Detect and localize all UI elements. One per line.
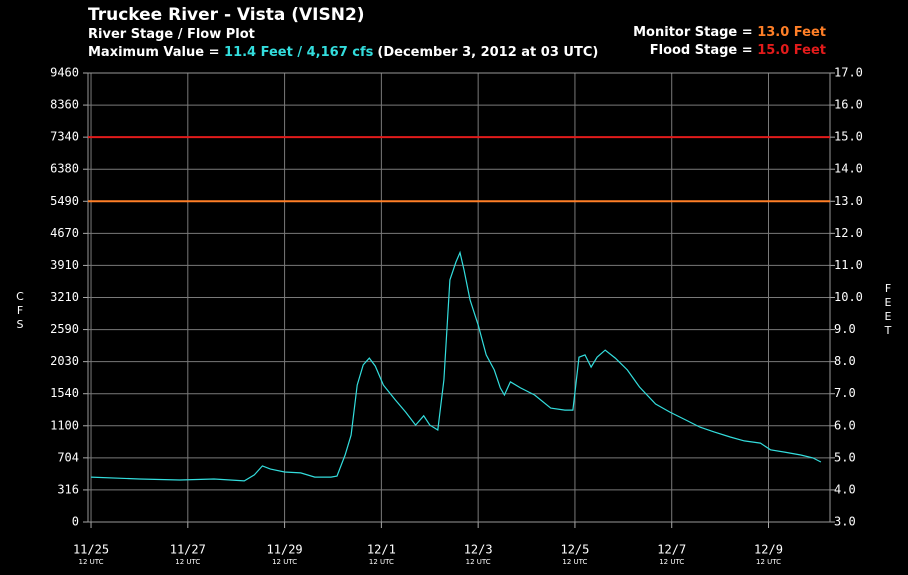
x-tick-label: 12/7 bbox=[657, 543, 686, 557]
y-tick-label: 5.0 bbox=[834, 450, 856, 464]
threshold-legend-entry: Flood Stage = 15.0 Feet bbox=[650, 43, 826, 58]
cfs-tick-label: 9460 bbox=[50, 66, 79, 80]
max-time: (December 3, 2012 at 03 UTC) bbox=[377, 45, 598, 60]
y-tick-label: 9.0 bbox=[834, 322, 856, 336]
y-tick-label: 17.0 bbox=[834, 66, 863, 80]
stage-line bbox=[90, 250, 822, 482]
threshold-label: Monitor Stage = bbox=[633, 25, 757, 40]
x-tick-sublabel: 12 UTC bbox=[175, 558, 200, 566]
x-tick-sublabel: 12 UTC bbox=[562, 558, 587, 566]
x-tick-sublabel: 12 UTC bbox=[369, 558, 394, 566]
y-tick-label: 3.0 bbox=[834, 515, 856, 529]
max-label: Maximum Value = bbox=[88, 45, 224, 60]
max-value: 11.4 Feet / 4,167 cfs bbox=[224, 45, 374, 60]
x-tick-sublabel: 12 UTC bbox=[272, 558, 297, 566]
chart-title: Truckee River - Vista (VISN2) bbox=[88, 5, 365, 25]
cfs-tick-label: 3210 bbox=[50, 290, 79, 304]
y-axis-title: FEET bbox=[882, 282, 895, 338]
y-tick-label: 8.0 bbox=[834, 354, 856, 368]
threshold-label: Flood Stage = bbox=[650, 43, 757, 58]
x-tick-sublabel: 12 UTC bbox=[659, 558, 684, 566]
x-tick-label: 12/9 bbox=[754, 543, 783, 557]
threshold-value-label: 13.0 Feet bbox=[757, 25, 826, 40]
plot-area: 3.0 4.0 5.0 6.0 7.0 8.0 9.0 10.0 11.0 12.0 13.0 14.… bbox=[50, 66, 863, 567]
x-tick-sublabel: 12 UTC bbox=[79, 558, 104, 566]
cfs-tick-label: 6380 bbox=[50, 162, 79, 176]
chart-subtitle: River Stage / Flow Plot bbox=[88, 27, 255, 42]
y-tick-label: 7.0 bbox=[834, 386, 856, 400]
y-tick-label: 12.0 bbox=[834, 226, 863, 240]
y-tick-label: 13.0 bbox=[834, 194, 863, 208]
x-tick-sublabel: 12 UTC bbox=[466, 558, 491, 566]
cfs-tick-label: 316 bbox=[57, 482, 79, 496]
cfs-axis-label: CFS bbox=[14, 290, 27, 332]
y-tick-label: 11.0 bbox=[834, 258, 863, 272]
cfs-tick-label: 1540 bbox=[50, 386, 79, 400]
y-tick-label: 4.0 bbox=[834, 482, 856, 496]
cfs-tick-label: 2590 bbox=[50, 322, 79, 336]
x-tick-label: 11/25 bbox=[73, 543, 109, 557]
cfs-tick-label: 1100 bbox=[50, 418, 79, 432]
y-tick-label: 10.0 bbox=[834, 290, 863, 304]
cfs-tick-label: 3910 bbox=[50, 258, 79, 272]
x-tick-sublabel: 12 UTC bbox=[756, 558, 781, 566]
cfs-tick-label: 704 bbox=[57, 450, 79, 464]
cfs-tick-label: 2030 bbox=[50, 354, 79, 368]
cfs-tick-label: 8360 bbox=[50, 98, 79, 112]
y-tick-label: 16.0 bbox=[834, 98, 863, 112]
y-tick-label: 14.0 bbox=[834, 162, 863, 176]
cfs-tick-label: 5490 bbox=[50, 194, 79, 208]
x-tick-label: 11/27 bbox=[170, 543, 206, 557]
max-value-line: Maximum Value = 11.4 Feet / 4,167 cfs (De… bbox=[88, 45, 598, 60]
plot-frame bbox=[87, 72, 831, 523]
threshold-legend-entry: Monitor Stage = 13.0 Feet bbox=[633, 25, 826, 40]
y-tick-label: 15.0 bbox=[834, 130, 863, 144]
cfs-tick-label: 4670 bbox=[50, 226, 79, 240]
cfs-tick-label: 7340 bbox=[50, 130, 79, 144]
y-tick-label: 6.0 bbox=[834, 418, 856, 432]
threshold-value-label: 15.0 Feet bbox=[757, 43, 826, 58]
x-tick-label: 12/3 bbox=[464, 543, 493, 557]
x-tick-label: 12/1 bbox=[367, 543, 396, 557]
x-tick-label: 11/29 bbox=[267, 543, 303, 557]
cfs-tick-label: 0 bbox=[72, 515, 79, 529]
x-tick-label: 12/5 bbox=[560, 543, 589, 557]
